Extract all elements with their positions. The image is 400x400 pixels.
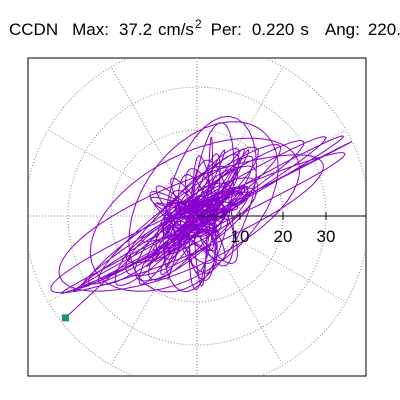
angle-label: Ang: bbox=[324, 20, 360, 39]
grid-spoke-240 bbox=[110, 252, 176, 366]
period-units: s bbox=[300, 20, 309, 39]
angle-value: 220.7 bbox=[367, 20, 400, 39]
grid-spoke-120 bbox=[110, 66, 176, 180]
max-units-exponent: 2 bbox=[194, 17, 202, 31]
grid-spoke-60 bbox=[218, 66, 284, 180]
tick-labels: 10 20 30 bbox=[231, 227, 336, 246]
axis-layer bbox=[197, 212, 366, 220]
motion-trace bbox=[50, 115, 353, 319]
max-value: 37.2 bbox=[118, 20, 153, 39]
station-code: CCDN bbox=[9, 20, 59, 39]
period-label: Per: bbox=[210, 20, 242, 39]
grid-spoke-150 bbox=[47, 129, 161, 195]
x-tick-label-20: 20 bbox=[274, 227, 293, 246]
plot-header: CCDN Max: 37.2 cm/s 2 Per: 0.220 s Ang: 2… bbox=[9, 17, 400, 42]
period-value: 0.220 bbox=[251, 20, 295, 39]
grid-spoke-330 bbox=[233, 237, 347, 303]
grid-spoke-210 bbox=[47, 237, 161, 303]
end-point-marker bbox=[61, 314, 69, 322]
marker-layer bbox=[61, 314, 69, 322]
plot-frame bbox=[27, 57, 367, 377]
max-label: Max: bbox=[72, 20, 109, 39]
max-units: cm/s bbox=[158, 20, 194, 39]
trace-layer bbox=[50, 115, 353, 319]
x-tick-label-30: 30 bbox=[317, 227, 336, 246]
grid-spoke-300 bbox=[218, 252, 284, 366]
x-tick-label-10: 10 bbox=[231, 227, 250, 246]
